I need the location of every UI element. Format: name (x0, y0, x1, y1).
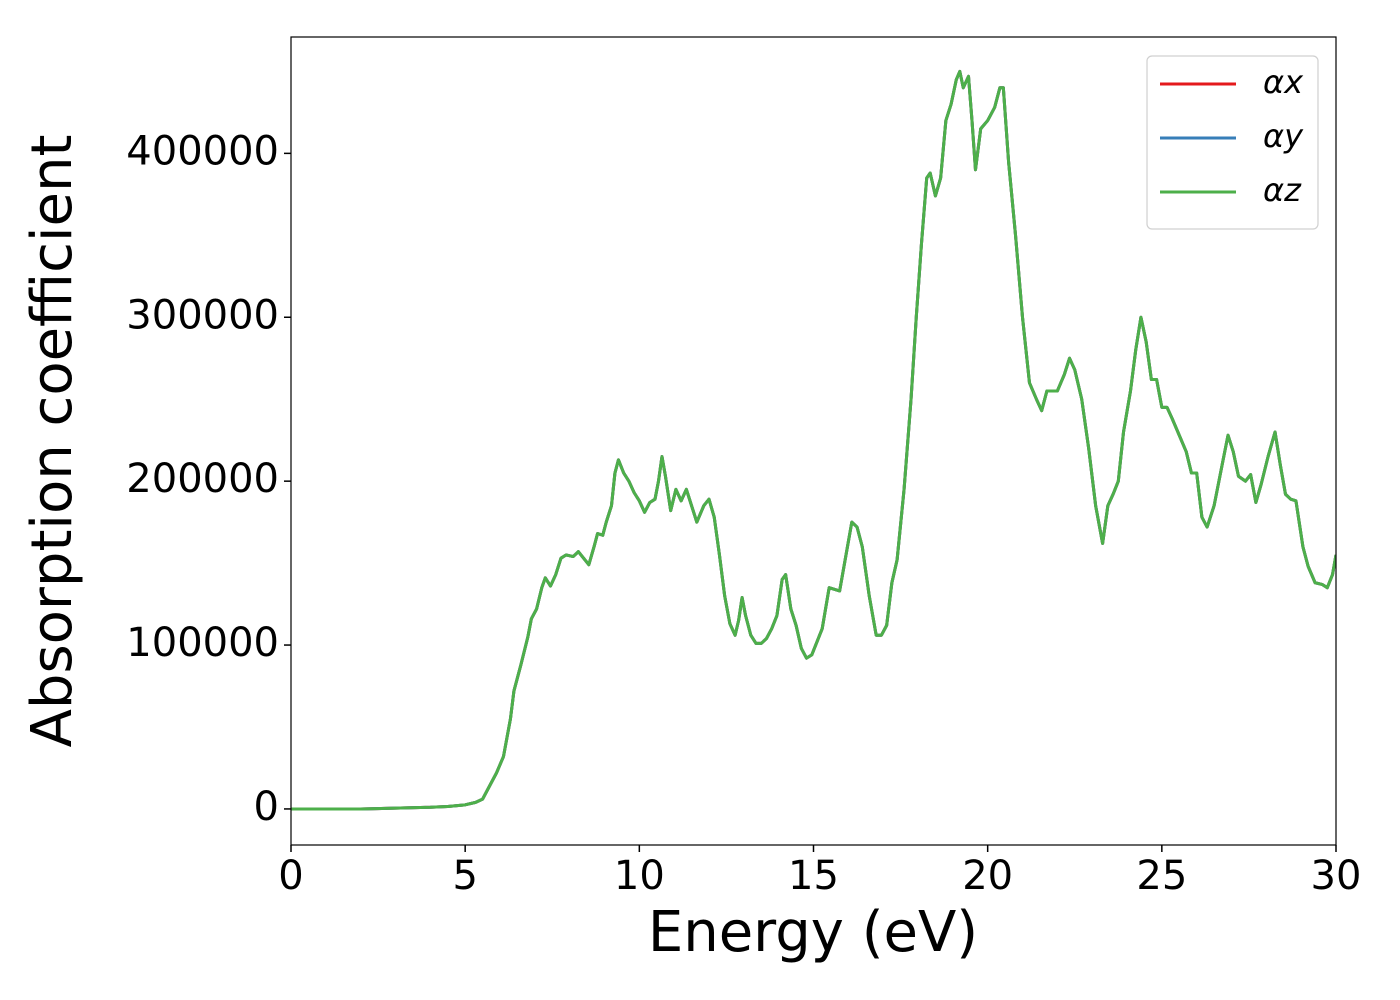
legend-label: αy (1263, 117, 1304, 155)
legend-box (1146, 55, 1319, 230)
x-tick-label: 0 (278, 853, 303, 899)
y-tick-label: 100000 (126, 620, 279, 666)
x-axis-label: Energy (eV) (648, 900, 978, 965)
series-line (291, 69, 1336, 811)
y-tick-label: 300000 (126, 292, 279, 338)
plot-frame (290, 36, 1337, 846)
legend-label: αz (1263, 171, 1302, 209)
x-tick-label: 20 (962, 853, 1013, 899)
x-tick-label: 5 (452, 853, 477, 899)
x-tick-label: 30 (1311, 853, 1362, 899)
x-tick-label: 15 (788, 853, 839, 899)
legend-label: αx (1263, 63, 1304, 101)
x-tick-label: 25 (1136, 853, 1187, 899)
y-axis-label: Absorption coefficient (20, 135, 85, 748)
y-tick-label: 0 (254, 784, 279, 830)
y-tick-label: 200000 (126, 456, 279, 502)
y-tick-label: 400000 (126, 128, 279, 174)
x-tick-label: 10 (614, 853, 665, 899)
